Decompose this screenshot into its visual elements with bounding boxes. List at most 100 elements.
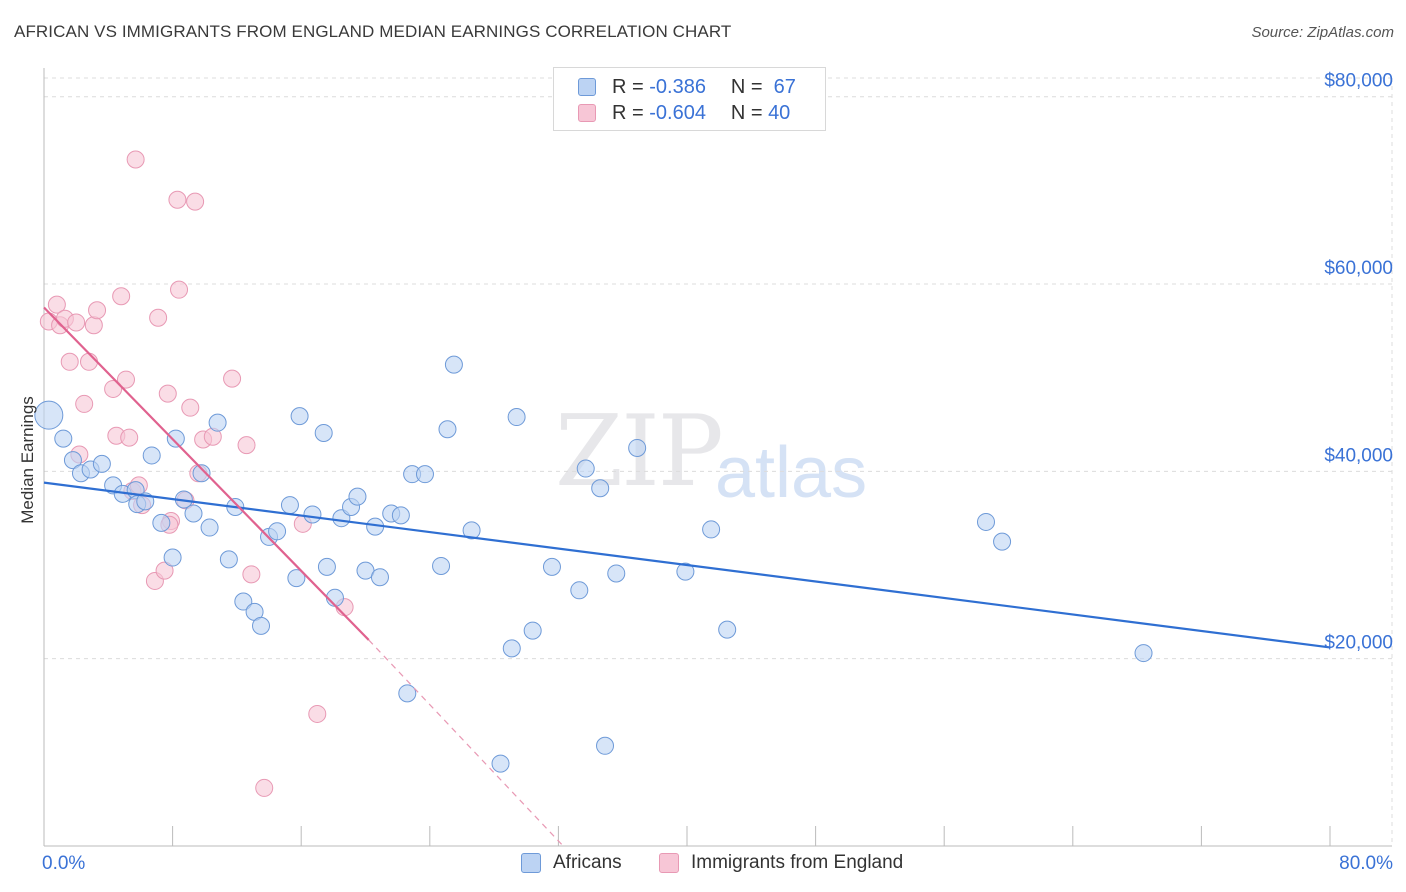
africans-point [348,487,367,506]
legend-r-label: R = [612,75,644,98]
africans-point [54,429,73,448]
england-point [67,313,86,332]
africans-point [219,550,238,569]
england-point [104,379,123,398]
bottom-legend-swatch-africans [521,853,541,873]
england-point [242,565,261,584]
legend-n-label: N = [730,75,763,98]
africans-point [607,564,626,583]
england-point [223,369,242,388]
legend-n-label: N = [730,101,763,124]
africans-point [268,522,287,541]
england-point [88,301,107,320]
england-trend-extension [368,639,564,847]
legend-swatch-africans [578,78,596,96]
correlation-legend: R = -0.386 N = 67 R = -0.604 N = 40 [553,67,826,131]
africans-point [398,684,417,703]
africans-point [152,513,171,532]
chart-source: Source: ZipAtlas.com [1251,24,1394,41]
legend-n-value: 67 [773,75,796,98]
africans-point [92,454,111,473]
england-point [170,280,189,299]
england-point [308,704,327,723]
africans-point [576,459,595,478]
africans-point [507,408,526,427]
africans-point [303,505,322,524]
england-point [80,352,99,371]
y-tick-label: $60,000 [1324,258,1393,279]
legend-n-value: 40 [768,101,791,124]
england-point [186,192,205,211]
england-point [84,316,103,335]
africans-point [596,736,615,755]
england-point [126,150,145,169]
africans-point [234,592,253,611]
africans-point [200,518,219,537]
bottom-legend-africans[interactable]: Africans [521,852,622,874]
africans-point [142,446,161,465]
legend-row-africans: R = -0.386 N = 67 [578,75,796,99]
trend-lines [43,306,1331,847]
england-point [237,436,256,455]
bottom-legend-label: Immigrants from England [691,852,904,873]
africans-point [523,621,542,640]
legend-r-value: -0.386 [649,75,706,98]
africans-point [1134,644,1153,663]
england-point [255,778,274,797]
africans-point [163,548,182,567]
england-point [158,384,177,403]
africans-point [184,504,203,523]
chart-title: AFRICAN VS IMMIGRANTS FROM ENGLAND MEDIA… [14,22,732,41]
africans-point [438,420,457,439]
bottom-legend-swatch-england [659,853,679,873]
africans-point [280,496,299,515]
england-point [149,308,168,327]
data-points [34,150,1153,797]
africans-point [34,400,64,430]
africans-point [570,581,589,600]
y-tick-label: $20,000 [1324,633,1393,654]
africans-point [676,562,695,581]
england-point [112,287,131,306]
africans-point [502,639,521,658]
africans-point [542,557,561,576]
tick-labels: $20,000 $40,000 $60,000 $80,000 0.0% 80.0% [42,71,1393,874]
legend-swatch-england [578,104,596,122]
england-point [181,398,200,417]
africans-point [444,355,463,374]
bottom-legend-england[interactable]: Immigrants from England [659,852,903,874]
x-tick-label: 80.0% [1339,853,1393,874]
africans-point [462,521,481,540]
watermark-atlas: atlas [715,433,868,513]
africans-point [415,465,434,484]
africans-point [192,464,211,483]
england-point [75,394,94,413]
england-point [60,352,79,371]
england-point [168,190,187,209]
africans-point [208,413,227,432]
england-point [155,561,174,580]
africans-point [702,520,721,539]
africans-point [391,506,410,525]
africans-point [976,512,995,531]
africans-point [993,532,1012,551]
africans-point [166,429,185,448]
africans-point [370,568,389,587]
africans-point [287,569,306,588]
legend-r-value: -0.604 [649,101,706,124]
x-tick-label: 0.0% [42,853,85,874]
y-axis-label: Median Earnings [18,396,37,524]
bottom-legend-label: Africans [553,852,622,873]
africans-point [432,556,451,575]
africans-point [290,407,309,426]
africans-point [491,754,510,773]
africans-point [317,557,336,576]
england-point [116,370,135,389]
england-point [120,428,139,447]
axes [43,68,1392,847]
africans-point [314,423,333,442]
y-tick-label: $40,000 [1324,445,1393,466]
legend-row-england: R = -0.604 N = 40 [578,101,790,125]
africans-trend-line [43,481,1331,649]
